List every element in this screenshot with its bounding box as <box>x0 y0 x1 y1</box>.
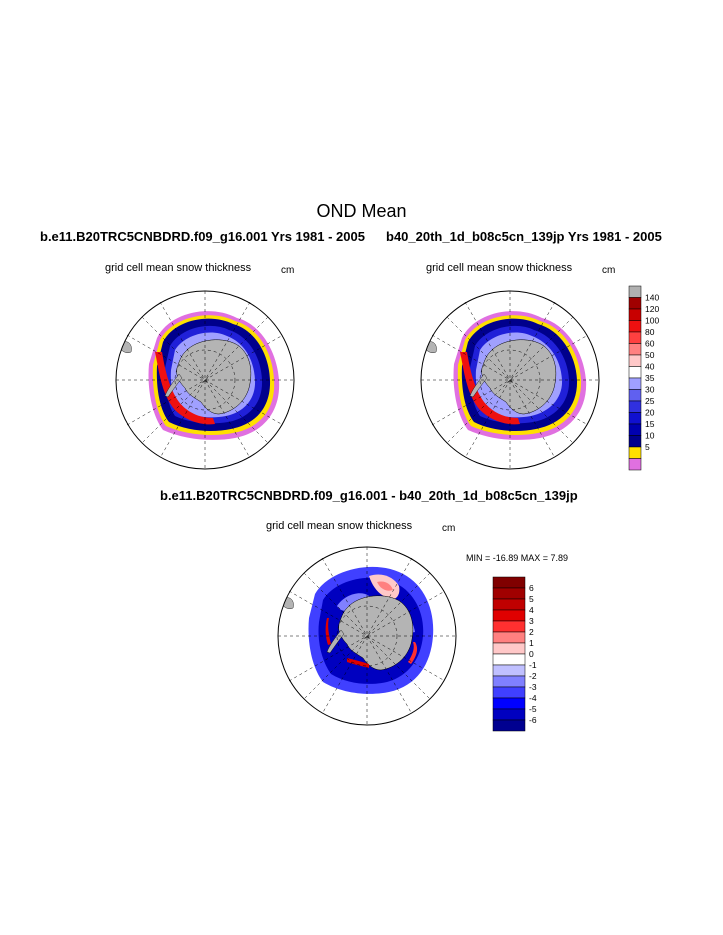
right-snow-map <box>420 290 600 470</box>
snow-colorbar-label: 20 <box>645 408 655 418</box>
snow-colorbar-label: 40 <box>645 362 655 372</box>
difference-units-label: cm <box>442 523 456 534</box>
snow-colorbar-swatch <box>628 366 642 379</box>
snow-colorbar-label: 100 <box>645 316 659 326</box>
diff-colorbar-label: 3 <box>529 616 534 626</box>
diff-colorbar-label: 6 <box>529 583 534 593</box>
snow-colorbar-label: 140 <box>645 293 659 303</box>
snow-colorbar-swatch <box>628 446 642 459</box>
snow-colorbar-swatch <box>628 412 642 425</box>
diff-colorbar-label: -1 <box>529 660 537 670</box>
diff-colorbar-swatch <box>492 653 526 666</box>
snow-colorbar-label: 5 <box>645 442 650 452</box>
snow-colorbar-swatch <box>628 285 642 298</box>
diff-colorbar-label: 5 <box>529 594 534 604</box>
difference-variable-label: grid cell mean snow thickness <box>266 520 413 532</box>
snow-colorbar-swatch <box>628 320 642 333</box>
diff-colorbar-swatch <box>492 642 526 655</box>
snow-colorbar-swatch <box>628 297 642 310</box>
diff-colorbar-swatch <box>492 708 526 721</box>
diff-colorbar-swatch <box>492 675 526 688</box>
snow-colorbar-label: 25 <box>645 396 655 406</box>
left-units-label: cm <box>281 265 295 276</box>
difference-map <box>277 546 457 726</box>
diff-colorbar-swatch <box>492 609 526 622</box>
diff-colorbar-swatch <box>492 620 526 633</box>
snow-colorbar-label: 35 <box>645 373 655 383</box>
snow-colorbar-swatch <box>628 389 642 402</box>
left-run-title: b.e11.B20TRC5CNBDRD.f09_g16.001 Yrs 1981… <box>40 229 365 244</box>
diff-colorbar-swatch <box>492 631 526 644</box>
snow-colorbar-swatch <box>628 343 642 356</box>
diff-colorbar-label: -5 <box>529 704 537 714</box>
snow-colorbar-swatch <box>628 354 642 367</box>
snow-colorbar-swatch <box>628 458 642 471</box>
snow-colorbar-label: 120 <box>645 304 659 314</box>
snow-colorbar-label: 60 <box>645 339 655 349</box>
left-snow-map <box>115 290 295 470</box>
diff-colorbar-swatch <box>492 598 526 611</box>
snow-colorbar-swatch <box>628 435 642 448</box>
snow-colorbar-swatch <box>628 377 642 390</box>
right-units-label: cm <box>602 265 616 276</box>
diff-colorbar-label: -2 <box>529 671 537 681</box>
diff-colorbar-label: 0 <box>529 649 534 659</box>
diff-colorbar-label: -4 <box>529 693 537 703</box>
diff-colorbar-label: 4 <box>529 605 534 615</box>
min-max-readout: MIN = -16.89 MAX = 7.89 <box>466 553 569 563</box>
snow-colorbar-swatch <box>628 423 642 436</box>
page-title: OND Mean <box>316 201 407 221</box>
snow-colorbar-label: 50 <box>645 350 655 360</box>
left-variable-label: grid cell mean snow thickness <box>105 262 252 274</box>
diff-colorbar-swatch <box>492 719 526 732</box>
diff-colorbar-label: 2 <box>529 627 534 637</box>
diff-colorbar-swatch <box>492 697 526 710</box>
diff-colorbar-label: -3 <box>529 682 537 692</box>
diff-colorbar-swatch <box>492 664 526 677</box>
diff-colorbar-swatch <box>492 686 526 699</box>
diff-colorbar-swatch <box>492 576 526 589</box>
snow-colorbar-swatch <box>628 308 642 321</box>
right-variable-label: grid cell mean snow thickness <box>426 262 573 274</box>
difference-title: b.e11.B20TRC5CNBDRD.f09_g16.001 - b40_20… <box>160 488 578 503</box>
snow-colorbar-swatch <box>628 400 642 413</box>
diff-colorbar-label: -6 <box>529 715 537 725</box>
snow-colorbar-label: 10 <box>645 431 655 441</box>
snow-colorbar-label: 15 <box>645 419 655 429</box>
right-run-title: b40_20th_1d_b08c5cn_139jp Yrs 1981 - 200… <box>386 229 662 244</box>
diff-colorbar-label: 1 <box>529 638 534 648</box>
snow-colorbar-label: 80 <box>645 327 655 337</box>
snow-colorbar-label: 30 <box>645 385 655 395</box>
snow-colorbar-swatch <box>628 331 642 344</box>
diff-colorbar-swatch <box>492 587 526 600</box>
